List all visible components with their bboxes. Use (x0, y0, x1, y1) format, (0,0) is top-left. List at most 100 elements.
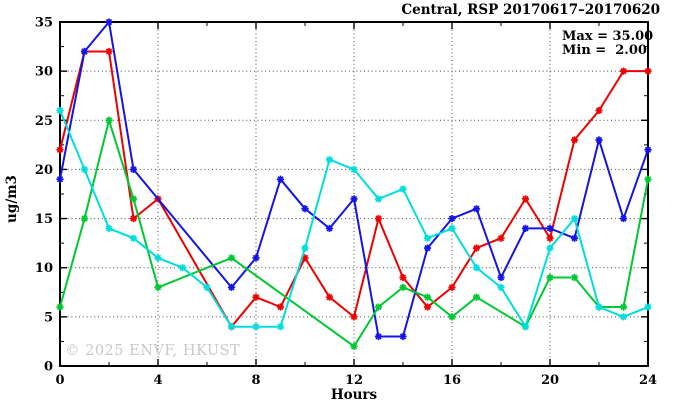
data-point-marker (105, 47, 113, 56)
data-point-marker (521, 224, 530, 232)
data-point-marker (423, 303, 432, 311)
data-point-marker (374, 332, 383, 341)
data-point-marker (399, 273, 407, 282)
data-point-marker (472, 205, 481, 213)
data-point-marker (619, 303, 628, 311)
series-green-line (59, 119, 649, 348)
gridlines (60, 22, 648, 366)
data-point-marker (154, 254, 162, 262)
y-tick-label: 0 (44, 360, 53, 375)
y-tick-label: 10 (35, 261, 53, 276)
data-point-marker (570, 136, 579, 144)
data-point-marker (448, 283, 456, 291)
data-series (56, 18, 652, 350)
series-blue-line (59, 21, 649, 338)
data-point-marker (350, 195, 358, 203)
data-point-marker (399, 283, 407, 291)
y-tick-label: 20 (35, 163, 53, 178)
max-annotation: Max = 35.00 (562, 29, 653, 44)
data-point-marker (105, 18, 113, 26)
x-tick-label: 0 (55, 373, 64, 388)
y-axis-label: ug/m3 (4, 175, 20, 223)
data-point-marker (448, 313, 456, 321)
data-point-marker (644, 146, 652, 154)
data-point-marker (374, 303, 383, 311)
data-point-marker (56, 106, 64, 115)
data-point-marker (644, 67, 652, 75)
data-point-marker (619, 214, 628, 223)
y-tick-label: 35 (35, 16, 53, 31)
data-point-marker (56, 303, 64, 311)
data-point-marker (129, 195, 138, 203)
data-point-marker (227, 323, 236, 331)
y-tick-label: 5 (44, 310, 53, 325)
data-point-marker (619, 67, 628, 75)
series-cyan (56, 106, 652, 331)
data-point-marker (521, 195, 530, 203)
data-point-marker (423, 293, 432, 301)
data-point-marker (546, 234, 554, 242)
min-annotation: Min = 2.00 (562, 43, 647, 58)
x-tick-label: 12 (345, 373, 363, 388)
data-point-marker (546, 244, 554, 252)
data-point-marker (276, 323, 285, 331)
data-point-marker (497, 234, 505, 242)
data-point-marker (374, 214, 383, 223)
data-point-marker (227, 254, 236, 262)
data-point-marker (644, 175, 652, 183)
data-point-marker (129, 234, 138, 242)
data-point-marker (178, 264, 187, 272)
data-point-marker (423, 234, 432, 242)
data-point-marker (301, 205, 309, 213)
data-point-marker (472, 293, 481, 301)
series-red-line (59, 50, 648, 328)
x-tick-label: 4 (153, 373, 162, 388)
data-point-marker (80, 47, 89, 56)
data-point-marker (546, 273, 554, 282)
data-point-marker (472, 244, 481, 252)
data-point-marker (276, 303, 285, 311)
x-axis-label: Hours (331, 387, 378, 403)
data-point-marker (80, 214, 89, 223)
data-point-marker (80, 165, 89, 174)
data-point-marker (325, 156, 334, 164)
data-point-marker (423, 244, 432, 252)
data-point-marker (252, 293, 260, 301)
data-point-marker (595, 106, 603, 115)
data-point-marker (374, 195, 383, 203)
data-point-marker (129, 214, 138, 223)
data-point-marker (325, 224, 334, 232)
data-point-marker (448, 214, 456, 223)
y-tick-label: 25 (35, 114, 53, 129)
data-point-marker (570, 234, 579, 242)
chart-title: Central, RSP 20170617–20170620 (401, 2, 660, 18)
axis-tick-labels: 0 4 8 12 16 20 24 0 5 10 15 20 25 30 35 (35, 16, 657, 389)
x-tick-label: 8 (251, 373, 260, 388)
series-red (56, 47, 652, 331)
data-point-marker (350, 165, 358, 174)
data-point-marker (203, 283, 211, 291)
y-tick-label: 15 (35, 212, 53, 227)
x-tick-label: 24 (639, 373, 657, 388)
data-point-marker (56, 146, 64, 154)
data-point-marker (521, 323, 530, 331)
data-point-marker (595, 136, 603, 144)
x-tick-label: 16 (443, 373, 461, 388)
data-point-marker (129, 165, 138, 174)
data-point-marker (325, 293, 334, 301)
watermark: © 2025 ENVF, HKUST (65, 343, 240, 359)
data-point-marker (448, 224, 456, 232)
data-point-marker (472, 264, 481, 272)
data-point-marker (227, 283, 236, 291)
data-point-marker (154, 283, 162, 291)
data-point-marker (301, 244, 309, 252)
data-point-marker (105, 116, 113, 124)
data-point-marker (644, 303, 652, 311)
data-point-marker (56, 175, 64, 183)
data-point-marker (619, 313, 628, 321)
data-point-marker (276, 175, 285, 183)
data-point-marker (399, 332, 407, 341)
data-point-marker (497, 273, 505, 282)
